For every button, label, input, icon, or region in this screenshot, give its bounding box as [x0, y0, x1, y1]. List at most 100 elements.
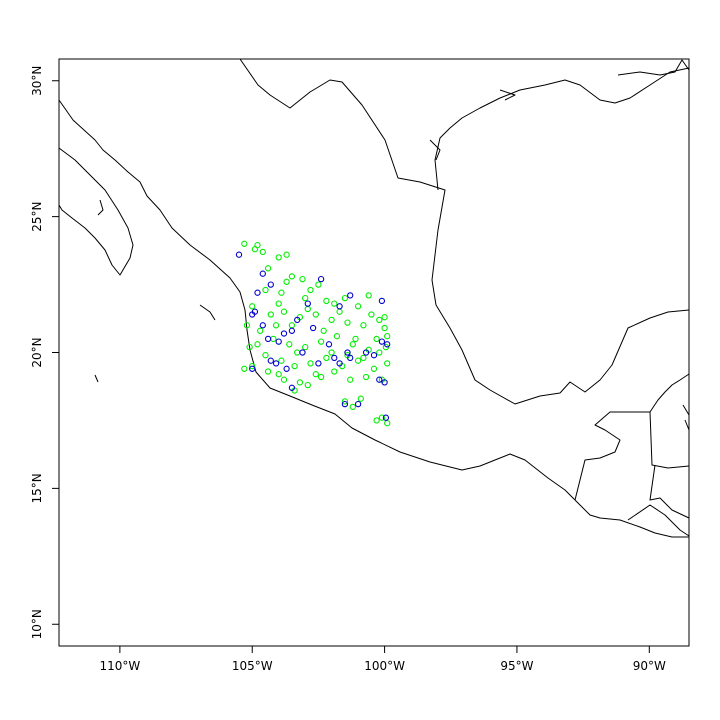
- y-axis: 10°N 15°N 20°N 25°N 30°N: [30, 66, 59, 639]
- scatter-point-green: [249, 303, 256, 310]
- scatter-point-green: [275, 371, 282, 378]
- scatter-point-green: [246, 343, 253, 351]
- coastline-segment: [574, 411, 690, 501]
- scatter-point-green: [333, 333, 341, 340]
- coastline-segment: [682, 404, 690, 416]
- coastline-segment: [617, 59, 690, 76]
- scatter-point-blue: [275, 338, 282, 345]
- scatter-point-green: [317, 373, 325, 381]
- scatter-point-green: [331, 368, 338, 375]
- coastline-segment: [58, 99, 576, 501]
- scatter-point-blue: [267, 357, 274, 364]
- coastline-segment: [499, 89, 516, 101]
- coastline-segment: [649, 373, 690, 413]
- scatter-point-green: [352, 335, 359, 343]
- coastline-segment: [97, 199, 104, 216]
- y-tick-label: 15°N: [30, 473, 44, 503]
- scatter-point-green: [304, 305, 311, 313]
- scatter-point-green: [307, 360, 314, 367]
- scatter-point-blue: [344, 349, 351, 356]
- scatter-point-green: [349, 403, 356, 411]
- scatter-point-blue: [336, 303, 343, 310]
- scatter-point-green: [280, 376, 288, 383]
- scatter-point-blue: [376, 376, 383, 383]
- x-tick-label: 90°W: [633, 659, 666, 673]
- scatter-point-green: [278, 289, 285, 296]
- scatter-point-blue: [264, 335, 272, 343]
- scatter-point-green: [275, 300, 282, 307]
- scatter-point-green: [299, 275, 306, 283]
- scatter-point-green: [368, 311, 375, 318]
- scatter-point-green: [384, 333, 391, 340]
- scatter-point-green: [328, 349, 335, 356]
- scatter-point-blue: [283, 365, 290, 372]
- scatter-point-green: [370, 365, 378, 372]
- scatter-point-green: [384, 420, 391, 427]
- scatter-point-green: [323, 354, 330, 362]
- scatter-point-green: [267, 311, 274, 318]
- scatter-point-green: [378, 414, 386, 421]
- scatter-point-blue: [378, 297, 386, 305]
- x-tick-label: 100°W: [364, 659, 405, 673]
- scatter-point-blue: [317, 275, 325, 283]
- y-tick-label: 30°N: [30, 66, 44, 96]
- scatter-point-blue: [267, 281, 274, 288]
- scatter-point-blue: [315, 360, 322, 367]
- scatter-point-blue: [347, 354, 354, 362]
- scatter-point-blue: [336, 360, 343, 367]
- scatter-point-blue: [370, 352, 378, 359]
- scatter-point-green: [373, 417, 380, 424]
- x-tick-label: 95°W: [500, 659, 533, 673]
- scatter-point-green: [344, 319, 351, 326]
- scatter-point-green: [384, 360, 391, 367]
- x-tick-label: 110°W: [99, 659, 140, 673]
- scatter-point-green: [365, 292, 372, 299]
- scatter-point-blue: [235, 251, 243, 258]
- scatter-point-green: [307, 286, 314, 294]
- coastline-segment: [239, 58, 690, 405]
- scatter-point-blue: [309, 324, 317, 332]
- coastline-segment: [94, 374, 99, 383]
- scatter-point-green: [302, 343, 309, 351]
- scatter-point-blue: [331, 354, 338, 362]
- scatter-point-blue: [288, 327, 296, 334]
- scatter-point-green: [312, 311, 319, 318]
- scatter-point-green: [323, 297, 330, 305]
- coastline-segment: [627, 504, 690, 537]
- scatter-point-green: [317, 338, 325, 345]
- y-tick-label: 25°N: [30, 201, 44, 231]
- scatter-point-green: [272, 322, 280, 329]
- scatter-point-green: [304, 381, 311, 389]
- coastline-segment: [199, 304, 216, 321]
- scatter-point-green: [360, 322, 367, 329]
- scatter-point-green: [241, 240, 248, 247]
- scatter-point-green: [376, 316, 383, 324]
- scatter-point-green: [254, 341, 261, 348]
- coastline-segment: [649, 464, 690, 519]
- coastline-segment: [58, 147, 134, 276]
- scatter-point-green: [376, 349, 383, 356]
- scatter-point-green: [381, 314, 388, 321]
- scatter-point-green: [328, 316, 335, 324]
- y-tick-label: 10°N: [30, 609, 44, 639]
- scatter-point-green: [262, 286, 269, 294]
- scatter-point-green: [249, 362, 256, 370]
- scatter-point-green: [347, 376, 354, 383]
- scatter-point-green: [294, 349, 301, 356]
- scatter-point-blue: [280, 330, 288, 337]
- scatter-point-green: [291, 362, 298, 370]
- scatter-point-blue: [362, 349, 370, 356]
- coastline-segment: [429, 139, 441, 161]
- scatter-point-green: [381, 324, 388, 332]
- scatter-point-green: [288, 322, 296, 329]
- scatter-point-green: [336, 308, 343, 315]
- scatter-point-green: [264, 265, 272, 272]
- scatter-point-blue: [325, 341, 333, 348]
- scatter-point-green: [296, 379, 304, 386]
- scatter-point-green: [320, 327, 327, 334]
- scatter-point-green: [251, 246, 259, 253]
- scatter-point-green: [280, 308, 288, 315]
- scatter-point-blue: [304, 300, 311, 307]
